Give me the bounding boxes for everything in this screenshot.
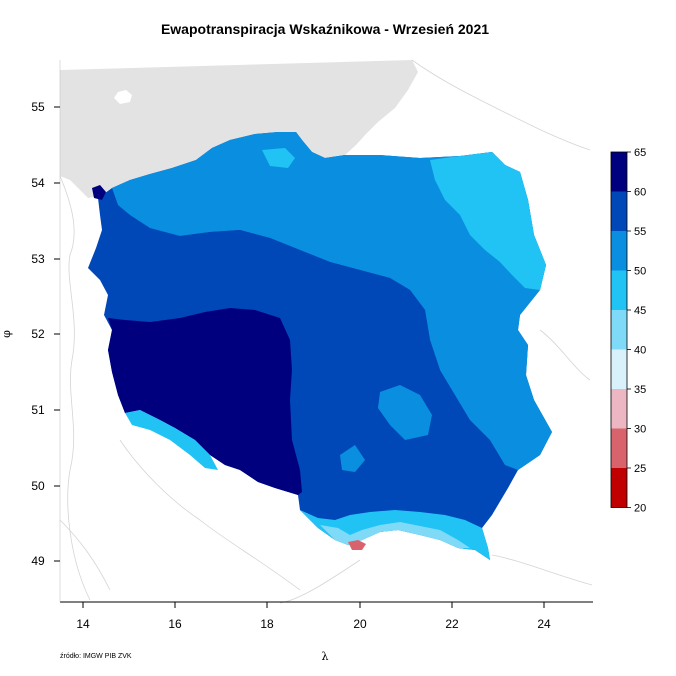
x-tick-label: 14 [76, 617, 90, 631]
legend-labels: 65 60 55 50 45 40 35 30 25 20 [634, 147, 646, 515]
source-note: źródło: IMGW PIB ZVK [60, 653, 132, 660]
zone-60-65-southwest [108, 308, 302, 495]
zone-45-50-patch-a [262, 148, 295, 168]
x-tick-label: 22 [445, 617, 459, 631]
legend-label: 60 [634, 187, 646, 199]
legend-label: 55 [634, 226, 646, 238]
zone-50-55-patch-b [378, 385, 432, 440]
legend-label: 35 [634, 384, 646, 396]
sea-island [114, 90, 132, 104]
legend-label: 45 [634, 305, 646, 317]
zone-60-65-northwest [92, 185, 106, 200]
legend-swatch-35-40 [611, 349, 627, 389]
y-tick-label: 52 [31, 327, 45, 341]
x-tick-labels: 14 16 18 20 22 24 [76, 617, 551, 631]
legend-label: 30 [634, 424, 646, 436]
legend-label: 40 [634, 345, 646, 357]
x-tick-label: 24 [537, 617, 551, 631]
x-axis-label: λ [322, 650, 329, 663]
legend-swatch-20-25 [611, 468, 627, 508]
zone-45-50-northeast [430, 152, 546, 290]
baltic-sea [60, 60, 418, 198]
y-tick-label: 51 [31, 403, 45, 417]
zone-55-60-central [130, 230, 440, 385]
zone-50-55-patch-c [340, 445, 365, 472]
x-tick-label: 16 [168, 617, 182, 631]
legend-swatch-40-45 [611, 310, 627, 350]
map-title: Ewapotranspiracja Wskaźnikowa - Wrzesień… [161, 21, 489, 37]
legend-ticks [627, 151, 631, 508]
y-axis-label: φ [0, 330, 13, 338]
x-tick-label: 18 [260, 617, 274, 631]
y-tick-labels: 55 54 53 52 51 50 49 [31, 100, 45, 568]
plot-area [59, 59, 593, 604]
legend-frame [610, 151, 628, 508]
legend-swatch-60-65 [611, 152, 627, 192]
y-tick-label: 54 [31, 176, 45, 190]
legend-label: 65 [634, 147, 646, 159]
axes [54, 60, 593, 608]
legend-label: 25 [634, 463, 646, 475]
y-tick-label: 49 [31, 554, 45, 568]
legend-swatch-25-30 [611, 428, 627, 468]
legend-swatch-45-50 [611, 270, 627, 310]
legend: 65 60 55 50 45 40 35 30 25 20 [610, 147, 646, 515]
legend-colorbar [611, 152, 627, 508]
x-tick-label: 20 [353, 617, 367, 631]
y-tick-label: 53 [31, 252, 45, 266]
legend-label: 50 [634, 266, 646, 278]
legend-swatch-50-55 [611, 231, 627, 271]
y-tick-label: 50 [31, 479, 45, 493]
zone-45-50-sudetes [125, 410, 218, 470]
neighbour-borders [59, 59, 593, 604]
legend-swatch-30-35 [611, 389, 627, 429]
zone-45-50-south-mountains [300, 510, 490, 560]
y-tick-label: 55 [31, 100, 45, 114]
zone-50-55-north [112, 132, 552, 470]
legend-label: 20 [634, 503, 646, 515]
legend-swatch-55-60 [611, 191, 627, 231]
zone-30-35-tatra [348, 540, 366, 550]
